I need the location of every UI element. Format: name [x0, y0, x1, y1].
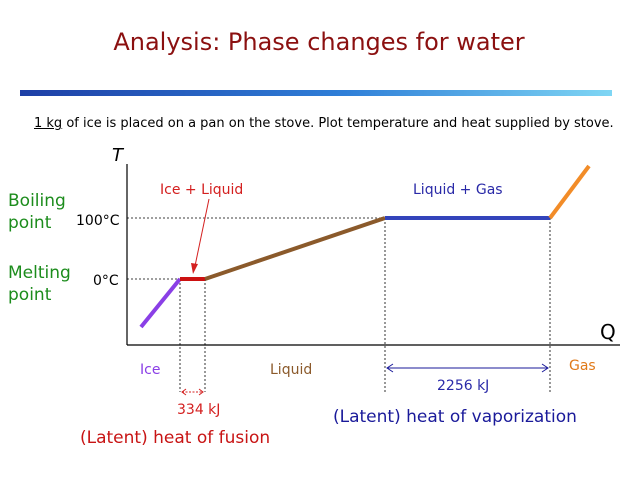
latent-heat-vaporization-caption: (Latent) heat of vaporization — [333, 407, 577, 427]
curve-segment-ice — [139, 277, 182, 329]
heat-value-fusion: 334 kJ — [177, 402, 221, 418]
region-label-ice-liquid: Ice + Liquid — [160, 182, 244, 198]
latent-heat-fusion-caption: (Latent) heat of fusion — [80, 428, 271, 448]
ice-liquid-pointer-arrowhead — [191, 263, 198, 274]
heat-value-vaporization: 2256 kJ — [437, 378, 490, 394]
curve-segment-liquid — [204, 216, 386, 281]
y-axis-label: T — [112, 145, 123, 166]
region-label-gas: Gas — [569, 358, 596, 374]
region-label-ice: Ice — [140, 362, 161, 378]
melting-point-label: Melting point — [8, 263, 71, 305]
curve-segment-gas — [548, 164, 591, 220]
problem-statement: 1 kg of ice is placed on a pan on the st… — [34, 114, 634, 133]
vaporization-arrowhead-left — [386, 363, 394, 373]
x-axis-label: Q — [600, 320, 616, 344]
melting-temperature-label: 0°C — [93, 273, 119, 289]
title-rule — [20, 90, 612, 96]
vaporization-arrowhead-right — [541, 363, 549, 373]
fusion-arrowhead-right — [198, 388, 204, 396]
fusion-arrowhead-left — [181, 388, 187, 396]
slide-title: Analysis: Phase changes for water — [113, 28, 525, 56]
boiling-temperature-label: 100°C — [76, 213, 120, 229]
ice-liquid-pointer-arrow — [194, 198, 210, 267]
region-label-liquid-gas: Liquid + Gas — [413, 182, 503, 198]
boiling-point-label: Boiling point — [8, 191, 66, 233]
problem-description: of ice is placed on a pan on the stove. … — [62, 116, 614, 131]
region-label-liquid: Liquid — [270, 362, 313, 378]
problem-mass: 1 kg — [34, 116, 63, 131]
